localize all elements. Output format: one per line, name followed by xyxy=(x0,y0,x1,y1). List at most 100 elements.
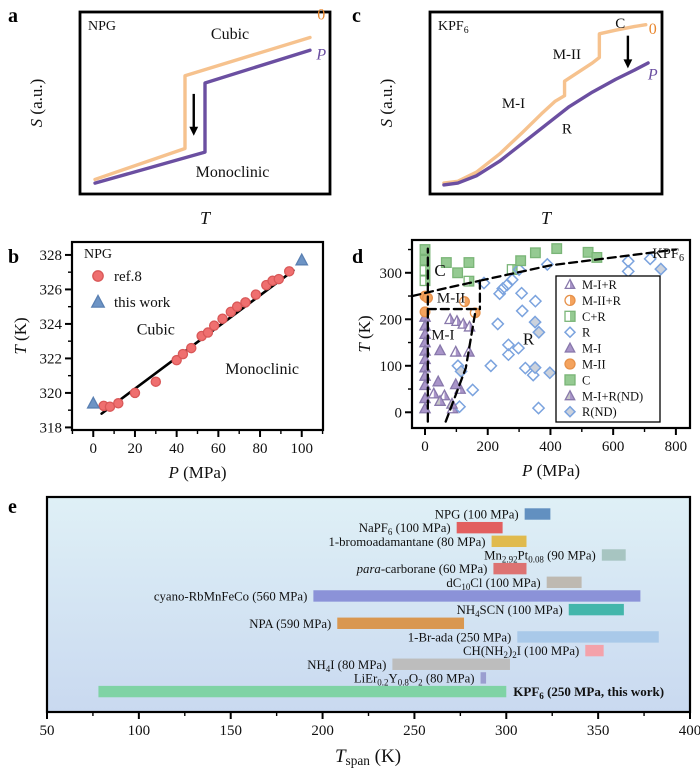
panel-b-plot: 0 20 40 60 80 100 318 320 322 324 326 328 Cubic Monoc… xyxy=(11,240,325,482)
svg-text:R(ND): R(ND) xyxy=(582,405,617,419)
svg-text:cyano-RbMnFeCo (560 MPa): cyano-RbMnFeCo (560 MPa) xyxy=(154,589,308,603)
svg-text:C+R: C+R xyxy=(582,310,606,324)
svg-text:350: 350 xyxy=(587,723,610,739)
svg-text:M-I+R(ND): M-I+R(ND) xyxy=(582,389,643,403)
svg-text:800: 800 xyxy=(665,439,688,455)
svg-text:T: T xyxy=(200,208,212,228)
svg-text:328: 328 xyxy=(40,248,63,264)
svg-text:322: 322 xyxy=(40,351,63,367)
panel-d-series-M-I-R xyxy=(427,312,476,414)
svg-text:M-I+R: M-I+R xyxy=(582,278,617,292)
panel-label-e: e xyxy=(8,496,17,518)
svg-text:400: 400 xyxy=(679,723,700,739)
svg-text:40: 40 xyxy=(169,441,184,457)
bar-row-12: LiEr0.2Y0.8O2 (80 MPa) xyxy=(354,671,487,687)
svg-text:NH4I (80 MPa): NH4I (80 MPa) xyxy=(307,658,386,674)
svg-text:250: 250 xyxy=(403,723,426,739)
svg-text:M-I: M-I xyxy=(431,327,454,343)
svg-text:Mn2.92Pt0.08 (90 MPa): Mn2.92Pt0.08 (90 MPa) xyxy=(484,548,596,564)
svg-text:Monoclinic: Monoclinic xyxy=(225,361,299,378)
svg-text:P: P xyxy=(647,66,658,83)
svg-text:P: P xyxy=(315,46,326,63)
svg-text:NH4SCN (100 MPa): NH4SCN (100 MPa) xyxy=(457,603,563,619)
svg-text:NaPF6 (100 MPa): NaPF6 (100 MPa) xyxy=(359,521,451,537)
svg-text:dC10Cl (100 MPa): dC10Cl (100 MPa) xyxy=(446,576,540,592)
svg-text:Monoclinic: Monoclinic xyxy=(196,164,270,181)
svg-text:200: 200 xyxy=(476,439,499,455)
svg-text:0: 0 xyxy=(421,439,429,455)
svg-text:200: 200 xyxy=(311,723,334,739)
bar-row-5: dC10Cl (100 MPa) xyxy=(446,576,582,592)
svg-text:R: R xyxy=(582,326,591,340)
svg-text:200: 200 xyxy=(380,312,403,328)
svg-text:KPF6 (250 MPa, this work): KPF6 (250 MPa, this work) xyxy=(513,684,664,701)
svg-text:324: 324 xyxy=(40,317,63,333)
bar-row-1: NaPF6 (100 MPa) xyxy=(359,521,503,537)
panel-b-legend: ref.8 this work xyxy=(90,269,171,311)
svg-text:100: 100 xyxy=(380,359,403,375)
bar-row-13: KPF6 (250 MPa, this work) xyxy=(98,684,664,701)
svg-text:320: 320 xyxy=(40,386,63,402)
svg-text:100: 100 xyxy=(290,441,313,457)
svg-text:C: C xyxy=(615,16,625,32)
svg-text:100: 100 xyxy=(128,723,151,739)
panel-b-series-this-work xyxy=(86,252,309,409)
svg-text:NPG: NPG xyxy=(84,247,112,262)
svg-text:CH(NH2)2I (100 MPa): CH(NH2)2I (100 MPa) xyxy=(463,644,579,660)
bar-row-9: 1-Br-ada (250 MPa) xyxy=(408,630,659,644)
svg-text:this work: this work xyxy=(114,295,171,311)
svg-text:Cubic: Cubic xyxy=(211,26,249,43)
svg-text:S (a.u.): S (a.u.) xyxy=(27,79,46,128)
svg-text:150: 150 xyxy=(219,723,242,739)
svg-text:20: 20 xyxy=(127,441,142,457)
svg-text:600: 600 xyxy=(602,439,625,455)
bar-row-6: cyano-RbMnFeCo (560 MPa) xyxy=(154,589,641,603)
svg-text:KPF6: KPF6 xyxy=(652,246,684,264)
svg-text:M-II: M-II xyxy=(437,291,465,307)
svg-text:Tspan (K): Tspan (K) xyxy=(335,746,401,768)
svg-text:326: 326 xyxy=(40,282,63,298)
svg-text:C: C xyxy=(434,261,445,280)
svg-text:NPA (590 MPa): NPA (590 MPa) xyxy=(249,617,331,631)
svg-text:0: 0 xyxy=(649,21,657,38)
svg-text:300: 300 xyxy=(380,266,403,282)
bar-row-7: NH4SCN (100 MPa) xyxy=(457,603,624,619)
svg-text:P (MPa): P (MPa) xyxy=(167,463,226,482)
svg-text:0: 0 xyxy=(90,441,98,457)
svg-text:318: 318 xyxy=(40,420,63,436)
svg-text:T (K): T (K) xyxy=(11,317,30,354)
svg-text:P (MPa): P (MPa) xyxy=(521,461,580,480)
svg-text:0: 0 xyxy=(317,6,325,23)
svg-text:1-bromoadamantane (80 MPa): 1-bromoadamantane (80 MPa) xyxy=(329,535,486,549)
svg-text:T (K): T (K) xyxy=(355,315,374,352)
svg-text:1-Br-ada (250 MPa): 1-Br-ada (250 MPa) xyxy=(408,630,512,644)
bar-row-3: Mn2.92Pt0.08 (90 MPa) xyxy=(484,548,626,564)
svg-text:M-II: M-II xyxy=(582,358,606,372)
svg-text:S (a.u.): S (a.u.) xyxy=(377,79,396,128)
panel-label-d: d xyxy=(352,246,364,268)
svg-text:NPG: NPG xyxy=(88,19,116,34)
svg-text:LiEr0.2Y0.8O2 (80 MPa): LiEr0.2Y0.8O2 (80 MPa) xyxy=(354,671,475,687)
svg-text:M-II: M-II xyxy=(553,47,581,63)
panel-a-plot: 0 P Cubic Monoclinic NPG S (a.u.) T xyxy=(27,6,332,228)
panel-c-plot: 0 P M-I M-II C R KPF6 S (a.u.) T xyxy=(377,10,664,228)
bar-row-4: para-carborane (60 MPa) xyxy=(356,562,527,576)
panel-label-b: b xyxy=(8,246,20,268)
panel-label-c: c xyxy=(352,5,361,27)
panel-b-series-ref-8 xyxy=(98,266,295,412)
svg-text:M-I: M-I xyxy=(502,96,525,112)
svg-text:80: 80 xyxy=(253,441,268,457)
svg-text:400: 400 xyxy=(539,439,562,455)
bar-row-0: NPG (100 MPa) xyxy=(435,508,551,522)
svg-text:R: R xyxy=(562,121,572,137)
panel-d-legend: M-I+R M-II+R C+R R M-I M-IIC M-I+R(ND) R(ND) xyxy=(555,275,661,423)
svg-text:300: 300 xyxy=(495,723,518,739)
svg-text:0: 0 xyxy=(395,405,403,421)
svg-text:C: C xyxy=(582,373,590,387)
svg-text:KPF6: KPF6 xyxy=(438,19,469,36)
svg-text:R: R xyxy=(523,329,535,348)
svg-text:M-II+R: M-II+R xyxy=(582,294,622,308)
svg-text:para-carborane (60 MPa): para-carborane (60 MPa) xyxy=(356,562,488,576)
panel-d-series-R xyxy=(451,252,657,415)
